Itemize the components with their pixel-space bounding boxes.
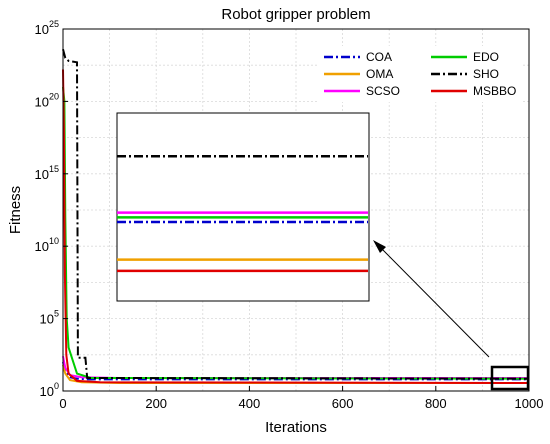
legend-label-msbbo: MSBBO — [473, 84, 516, 98]
x-tick-label: 400 — [239, 396, 261, 411]
y-tick-label: 10 — [35, 167, 49, 182]
legend-label-sho: SHO — [473, 67, 499, 81]
x-tick-label: 200 — [145, 396, 167, 411]
zoom-region-box — [490, 365, 530, 391]
series-layer — [62, 49, 530, 384]
y-tick-exponent: 15 — [49, 164, 59, 174]
legend-label-scso: SCSO — [366, 84, 400, 98]
x-tick-label: 800 — [425, 396, 447, 411]
x-tick-label: 1000 — [515, 396, 544, 411]
legend: COA EDO OMA SHO SCSO MSBBO — [318, 46, 521, 102]
y-tick-exponent: 0 — [54, 381, 59, 391]
zoom-arrow-head — [373, 240, 386, 253]
legend-label-coa: COA — [366, 50, 392, 64]
plot-frame — [62, 28, 530, 392]
series-line-msbbo — [62, 69, 530, 384]
legend-label-oma: OMA — [366, 67, 393, 81]
y-axis-title: Fitness — [7, 186, 24, 234]
y-tick-exponent: 5 — [54, 309, 59, 319]
legend-label-edo: EDO — [473, 50, 499, 64]
y-tick-exponent: 10 — [49, 236, 59, 246]
y-tick-label: 10 — [35, 239, 49, 254]
x-axis-title: Iterations — [265, 419, 327, 436]
y-tick-label: 10 — [35, 94, 49, 109]
y-tick-label: 10 — [40, 384, 54, 399]
y-tick-exponent: 25 — [49, 19, 59, 29]
y-tick-label: 10 — [35, 22, 49, 37]
y-tick-exponent: 20 — [49, 91, 59, 101]
zoom-indicator — [373, 240, 530, 391]
zoom-arrow-line — [380, 247, 490, 358]
x-tick-label: 600 — [332, 396, 354, 411]
x-tick-label: 0 — [59, 396, 66, 411]
series-line-sho — [62, 49, 530, 380]
y-tick-label: 10 — [40, 312, 54, 327]
chart-title: Robot gripper problem — [221, 6, 370, 23]
inset-frame — [116, 112, 370, 302]
zoom-inset — [116, 112, 370, 302]
